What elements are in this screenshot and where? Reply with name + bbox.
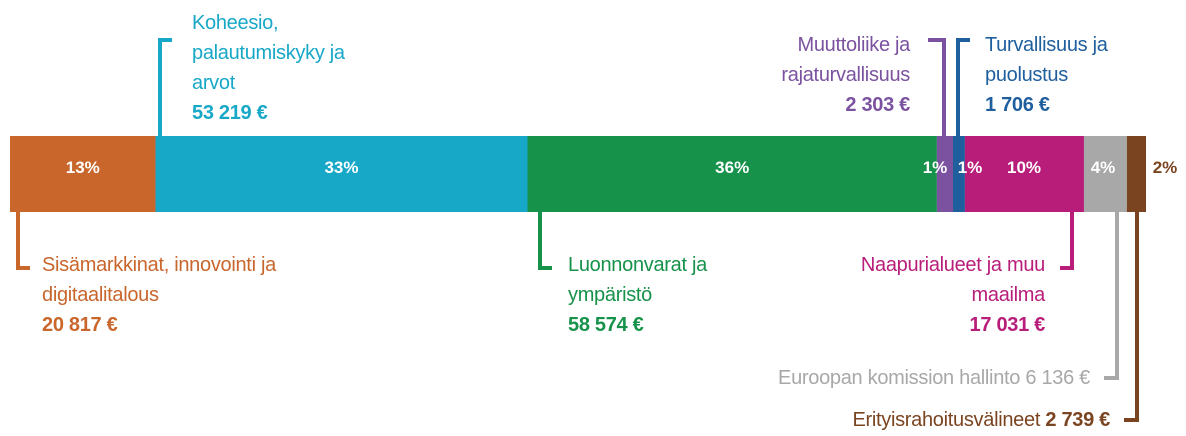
connector xyxy=(16,212,30,270)
percent-label: 1% xyxy=(922,158,948,177)
percent-label: 10% xyxy=(1006,158,1042,177)
bar-segment xyxy=(1083,136,1127,212)
connector xyxy=(158,38,172,136)
category-name: Muuttoliike ja rajaturvallisuus xyxy=(781,34,910,86)
connector xyxy=(538,212,552,270)
value-label: 2 303 € xyxy=(845,94,910,116)
bar-segment xyxy=(527,136,937,212)
percent-label: 1% xyxy=(957,158,983,177)
percent-label: 33% xyxy=(324,158,359,177)
category-name: Erityisrahoitusvälineet xyxy=(852,409,1041,431)
connector xyxy=(956,38,970,136)
segment-label: Naapurialueet ja muu maailma 17 031 € xyxy=(795,250,1045,340)
bar-segment xyxy=(936,136,954,212)
segment-label: Euroopan komission hallinto 6 136 € xyxy=(778,363,1090,393)
percent-label: 13% xyxy=(65,158,100,177)
value-label: 6 136 € xyxy=(1025,367,1090,389)
connector xyxy=(1124,212,1139,422)
bar-segment xyxy=(953,136,965,212)
value-label: 20 817 € xyxy=(42,314,118,336)
bar-segment xyxy=(155,136,528,212)
connector xyxy=(928,38,946,136)
category-name: Naapurialueet ja muu maailma xyxy=(860,254,1045,306)
segment-label: Erityisrahoitusvälineet 2 739 € xyxy=(852,405,1110,435)
bar-segment xyxy=(10,136,156,212)
category-name: Euroopan komission hallinto xyxy=(778,367,1021,389)
value-label: 58 574 € xyxy=(568,314,644,336)
segment-label: Sisämarkkinat, innovointi ja digitaalita… xyxy=(42,250,332,340)
value-label: 17 031 € xyxy=(969,314,1046,336)
segment-label: Luonnonvarat ja ympäristö 58 574 € xyxy=(568,250,748,340)
bar-segment xyxy=(964,136,1084,212)
category-name: Turvallisuus ja puolustus xyxy=(985,34,1108,86)
segment-label: Turvallisuus ja puolustus 1 706 € xyxy=(985,30,1155,120)
category-name: Sisämarkkinat, innovointi ja digitaalita… xyxy=(42,254,276,306)
value-label: 53 219 € xyxy=(192,102,268,124)
connector xyxy=(1104,212,1119,380)
segment-label: Koheesio, palautumiskyky ja arvot 53 219 … xyxy=(192,8,392,128)
category-name: Koheesio, palautumiskyky ja arvot xyxy=(192,12,345,94)
percent-label: 2% xyxy=(1152,158,1178,177)
percent-label: 36% xyxy=(715,158,750,177)
segment-label: Muuttoliike ja rajaturvallisuus 2 303 € xyxy=(730,30,910,120)
bar-segment xyxy=(1126,136,1146,212)
category-name: Luonnonvarat ja ympäristö xyxy=(568,254,707,306)
connector xyxy=(1060,212,1074,270)
value-label: 2 739 € xyxy=(1045,409,1110,431)
percent-label: 4% xyxy=(1090,158,1116,177)
value-label: 1 706 € xyxy=(985,94,1050,116)
